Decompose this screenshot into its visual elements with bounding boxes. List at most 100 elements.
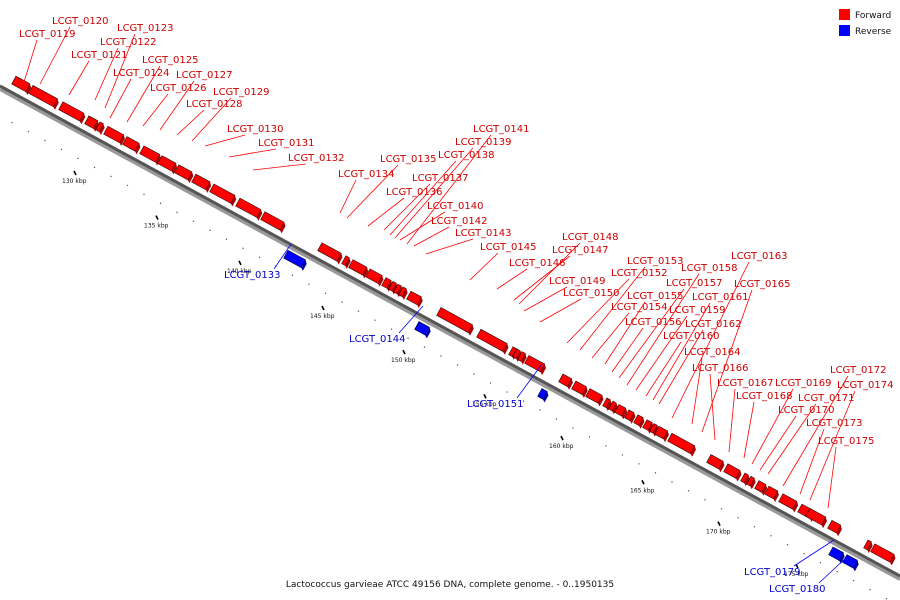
scale-dot	[176, 211, 178, 214]
scale-dot	[836, 571, 838, 573]
gene-forward-15	[317, 242, 343, 265]
gene-label-forward: LCGT_0169	[775, 378, 832, 389]
scale-tick	[483, 393, 487, 399]
gene-forward-35-body	[614, 404, 627, 417]
gene-label-leader	[425, 238, 474, 255]
gene-forward-37-body	[633, 414, 644, 426]
gene-forward-20-body	[388, 281, 397, 292]
gene-forward-26-body	[508, 346, 517, 357]
scale-dot	[687, 490, 690, 492]
scale-tick-label: 155 kbp	[472, 401, 497, 408]
scale-dot	[27, 130, 30, 133]
gene-forward-40-body	[654, 425, 669, 440]
gene-forward-4-side	[93, 120, 99, 132]
scale-tick-label: 135 kbp	[144, 223, 169, 230]
scale-dot	[885, 597, 888, 600]
gene-forward-37-side	[638, 417, 645, 429]
scale-dot	[440, 355, 442, 357]
scale-dot	[209, 229, 211, 232]
gene-label-leader	[104, 33, 136, 109]
gene-forward-42-side	[718, 461, 725, 473]
gene-label-forward: LCGT_0156	[625, 317, 682, 328]
gene-forward-34-side	[612, 403, 618, 415]
gene-forward-21	[393, 283, 403, 298]
scale-dot	[308, 283, 310, 285]
gene-forward-53-body	[870, 543, 895, 563]
gene-label-leader	[68, 60, 90, 96]
scale-tick	[238, 260, 242, 266]
scale-dot	[423, 346, 426, 348]
gene-forward-42	[706, 454, 725, 473]
gene-label-leader	[399, 211, 446, 241]
gene-label-leader	[782, 375, 849, 487]
gene-forward-28-body	[517, 351, 526, 362]
gene-forward-16	[341, 255, 351, 269]
gene-label-forward: LCGT_0127	[176, 70, 233, 81]
scale-dot	[11, 121, 13, 124]
gene-forward-1	[11, 75, 32, 95]
gene-forward-50-side	[821, 517, 827, 529]
gene-forward-10-side	[187, 172, 194, 184]
scale-dot	[572, 427, 574, 429]
gene-label-reverse: LCGT_0180	[769, 584, 826, 595]
gene-label-leader	[518, 242, 581, 305]
gene-label-leader	[671, 261, 750, 419]
backbone	[0, 84, 900, 578]
gene-forward-29-side	[540, 364, 546, 376]
gene-forward-6	[103, 125, 125, 146]
gene-label-forward: LCGT_0122	[100, 37, 157, 48]
gene-forward-18	[365, 268, 384, 287]
gene-forward-36-body	[624, 409, 635, 421]
gene-label-leader	[496, 268, 528, 290]
gene-forward-9-body	[157, 155, 177, 172]
scale-dot	[671, 481, 673, 483]
scale-dot	[654, 472, 657, 474]
scale-dot	[44, 139, 46, 142]
gene-label-leader	[126, 65, 161, 123]
gene-label-forward: LCGT_0140	[427, 201, 484, 212]
gene-forward-50	[805, 508, 827, 529]
gene-forward-30-side	[567, 378, 573, 390]
gene-forward-30-body	[558, 373, 573, 387]
gene-forward-11	[191, 173, 212, 193]
gene-label-leader	[367, 197, 405, 227]
gene-forward-31-body	[571, 380, 587, 395]
scale-dot	[555, 418, 558, 420]
gene-forward-17-body	[348, 259, 368, 276]
gene-label-forward: LCGT_0167	[717, 378, 774, 389]
gene-forward-5-body	[95, 121, 104, 132]
gene-forward-45-body	[746, 475, 755, 487]
gene-label-forward: LCGT_0174	[837, 380, 894, 391]
gene-forward-39-body	[649, 423, 658, 434]
gene-label-forward: LCGT_0175	[818, 436, 875, 447]
gene-forward-40-side	[663, 430, 669, 443]
gene-label-leader	[204, 134, 246, 147]
gene-label-reverse: LCGT_0151	[467, 399, 524, 410]
gene-forward-47-side	[773, 490, 779, 502]
gene-label-leader	[176, 109, 205, 136]
gene-label-leader	[94, 47, 119, 101]
gene-forward-25	[476, 328, 509, 355]
scale-dot	[621, 454, 624, 456]
gene-label-forward: LCGT_0165	[734, 279, 791, 290]
scale-dot	[93, 166, 96, 169]
gene-forward-9-side	[171, 163, 178, 175]
scale-dot	[473, 373, 475, 375]
gene-label-leader	[818, 555, 849, 584]
gene-label-forward: LCGT_0152	[611, 268, 668, 279]
scale-dot	[126, 184, 129, 187]
gene-label-forward: LCGT_0154	[611, 302, 668, 313]
gene-reverse-3-side	[542, 391, 549, 403]
gene-label-leader	[159, 80, 195, 131]
gene-label-leader	[701, 289, 753, 433]
scale-dot	[770, 535, 772, 537]
gene-reverse-1	[283, 249, 307, 271]
scale-dot	[357, 310, 360, 312]
scale-dot	[324, 292, 327, 294]
gene-label-leader	[751, 388, 794, 465]
gene-label-leader	[645, 341, 682, 397]
gene-forward-53	[870, 543, 896, 566]
gene-label-leader	[252, 163, 307, 171]
gene-forward-19	[381, 277, 393, 292]
gene-label-leader	[827, 446, 837, 509]
